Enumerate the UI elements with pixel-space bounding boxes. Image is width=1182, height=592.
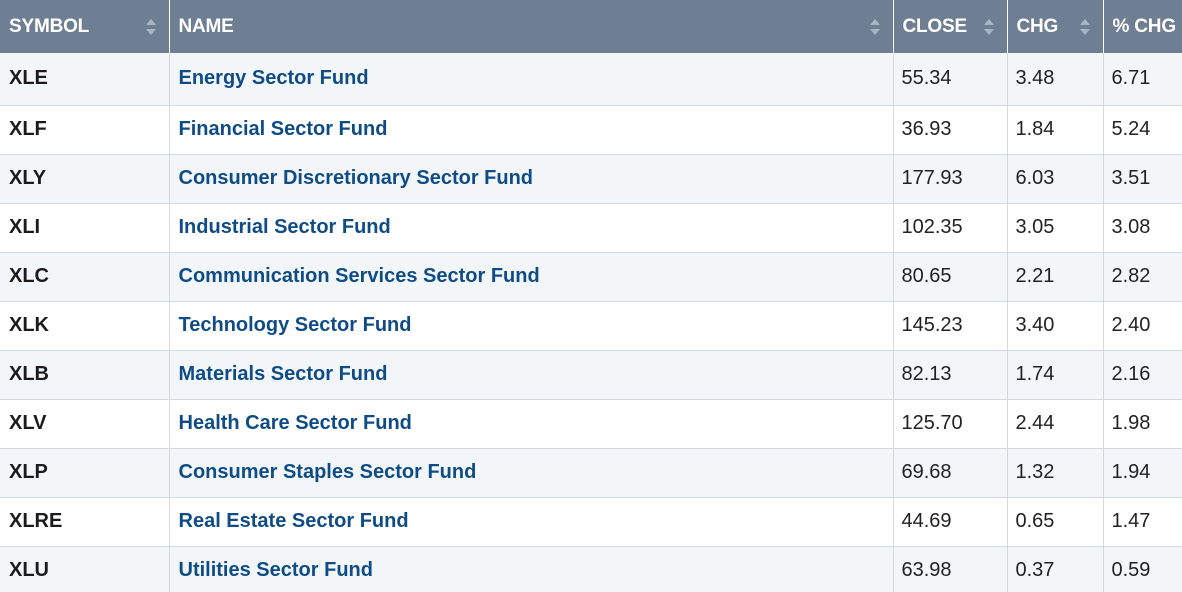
close-cell: 55.34 xyxy=(893,53,1008,106)
pct-chg-cell: 2.40 xyxy=(1103,301,1182,351)
symbol-cell: XLE xyxy=(0,53,170,106)
name-cell: Consumer Staples Sector Fund xyxy=(169,448,894,498)
sort-icon[interactable] xyxy=(869,18,881,36)
chg-cell: 0.65 xyxy=(1007,497,1104,547)
name-cell: Financial Sector Fund xyxy=(169,105,894,155)
fund-name-link[interactable]: Consumer Staples Sector Fund xyxy=(178,461,477,483)
symbol-cell: XLP xyxy=(0,448,170,498)
close-cell: 63.98 xyxy=(893,546,1008,592)
pct-chg-cell: 2.16 xyxy=(1103,350,1182,400)
pct-chg-cell: 2.82 xyxy=(1103,252,1182,302)
chg-cell: 3.48 xyxy=(1007,53,1104,106)
symbol-cell: XLB xyxy=(0,350,170,400)
symbol-cell: XLV xyxy=(0,399,170,449)
column-header-pct-chg[interactable]: % CHG xyxy=(1103,0,1182,53)
name-cell: Energy Sector Fund xyxy=(169,53,894,106)
pct-chg-cell: 1.98 xyxy=(1103,399,1182,449)
fund-name-link[interactable]: Industrial Sector Fund xyxy=(178,216,391,238)
fund-name-link[interactable]: Real Estate Sector Fund xyxy=(178,510,409,532)
close-cell: 145.23 xyxy=(893,301,1008,351)
pct-chg-cell: 6.71 xyxy=(1103,53,1182,106)
column-header-label: NAME xyxy=(178,15,234,37)
column-header-label: CLOSE xyxy=(902,15,968,37)
name-cell: Materials Sector Fund xyxy=(169,350,894,400)
fund-name-link[interactable]: Communication Services Sector Fund xyxy=(178,265,540,287)
chg-cell: 1.84 xyxy=(1007,105,1104,155)
table-row: XLI Industrial Sector Fund 102.35 3.05 3… xyxy=(0,203,1182,253)
close-cell: 44.69 xyxy=(893,497,1008,547)
name-cell: Consumer Discretionary Sector Fund xyxy=(169,154,894,204)
pct-chg-cell: 5.24 xyxy=(1103,105,1182,155)
table-row: XLE Energy Sector Fund 55.34 3.48 6.71 xyxy=(0,53,1182,106)
sort-icon[interactable] xyxy=(145,18,157,36)
name-cell: Communication Services Sector Fund xyxy=(169,252,894,302)
pct-chg-cell: 0.59 xyxy=(1103,546,1182,592)
sort-icon[interactable] xyxy=(983,18,995,36)
column-header-label: % CHG xyxy=(1112,15,1177,37)
pct-chg-cell: 3.08 xyxy=(1103,203,1182,253)
column-header-label: SYMBOL xyxy=(9,15,90,37)
name-cell: Utilities Sector Fund xyxy=(169,546,894,592)
symbol-cell: XLU xyxy=(0,546,170,592)
symbol-cell: XLF xyxy=(0,105,170,155)
name-cell: Technology Sector Fund xyxy=(169,301,894,351)
column-header-name[interactable]: NAME xyxy=(169,0,894,53)
table-row: XLV Health Care Sector Fund 125.70 2.44 … xyxy=(0,399,1182,449)
pct-chg-cell: 1.47 xyxy=(1103,497,1182,547)
table-body: XLE Energy Sector Fund 55.34 3.48 6.71 X… xyxy=(0,53,1182,592)
table-row: XLK Technology Sector Fund 145.23 3.40 2… xyxy=(0,301,1182,351)
table-row: XLF Financial Sector Fund 36.93 1.84 5.2… xyxy=(0,105,1182,155)
chg-cell: 1.74 xyxy=(1007,350,1104,400)
close-cell: 80.65 xyxy=(893,252,1008,302)
column-header-chg[interactable]: CHG xyxy=(1007,0,1104,53)
fund-name-link[interactable]: Utilities Sector Fund xyxy=(178,559,373,581)
close-cell: 125.70 xyxy=(893,399,1008,449)
close-cell: 82.13 xyxy=(893,350,1008,400)
column-header-label: CHG xyxy=(1016,15,1059,37)
fund-name-link[interactable]: Financial Sector Fund xyxy=(178,118,388,140)
column-header-close[interactable]: CLOSE xyxy=(893,0,1008,53)
symbol-cell: XLY xyxy=(0,154,170,204)
symbol-cell: XLC xyxy=(0,252,170,302)
name-cell: Industrial Sector Fund xyxy=(169,203,894,253)
close-cell: 177.93 xyxy=(893,154,1008,204)
fund-name-link[interactable]: Consumer Discretionary Sector Fund xyxy=(178,167,534,189)
chg-cell: 0.37 xyxy=(1007,546,1104,592)
pct-chg-cell: 1.94 xyxy=(1103,448,1182,498)
pct-chg-cell: 3.51 xyxy=(1103,154,1182,204)
fund-name-link[interactable]: Materials Sector Fund xyxy=(178,363,388,385)
table-row: XLU Utilities Sector Fund 63.98 0.37 0.5… xyxy=(0,546,1182,592)
table-row: XLRE Real Estate Sector Fund 44.69 0.65 … xyxy=(0,497,1182,547)
chg-cell: 6.03 xyxy=(1007,154,1104,204)
fund-name-link[interactable]: Health Care Sector Fund xyxy=(178,412,412,434)
chg-cell: 2.21 xyxy=(1007,252,1104,302)
symbol-cell: XLI xyxy=(0,203,170,253)
close-cell: 102.35 xyxy=(893,203,1008,253)
chg-cell: 1.32 xyxy=(1007,448,1104,498)
chg-cell: 3.05 xyxy=(1007,203,1104,253)
table-header: SYMBOL NAME CLOSE CHG xyxy=(0,0,1182,53)
table-row: XLB Materials Sector Fund 82.13 1.74 2.1… xyxy=(0,350,1182,400)
close-cell: 69.68 xyxy=(893,448,1008,498)
fund-name-link[interactable]: Technology Sector Fund xyxy=(178,314,412,336)
table-row: XLP Consumer Staples Sector Fund 69.68 1… xyxy=(0,448,1182,498)
chg-cell: 2.44 xyxy=(1007,399,1104,449)
name-cell: Real Estate Sector Fund xyxy=(169,497,894,547)
chg-cell: 3.40 xyxy=(1007,301,1104,351)
symbol-cell: XLRE xyxy=(0,497,170,547)
column-header-symbol[interactable]: SYMBOL xyxy=(0,0,170,53)
table-row: XLY Consumer Discretionary Sector Fund 1… xyxy=(0,154,1182,204)
fund-name-link[interactable]: Energy Sector Fund xyxy=(178,67,369,90)
name-cell: Health Care Sector Fund xyxy=(169,399,894,449)
symbol-cell: XLK xyxy=(0,301,170,351)
table-row: XLC Communication Services Sector Fund 8… xyxy=(0,252,1182,302)
header-row: SYMBOL NAME CLOSE CHG xyxy=(0,0,1182,53)
close-cell: 36.93 xyxy=(893,105,1008,155)
sort-icon[interactable] xyxy=(1079,18,1091,36)
